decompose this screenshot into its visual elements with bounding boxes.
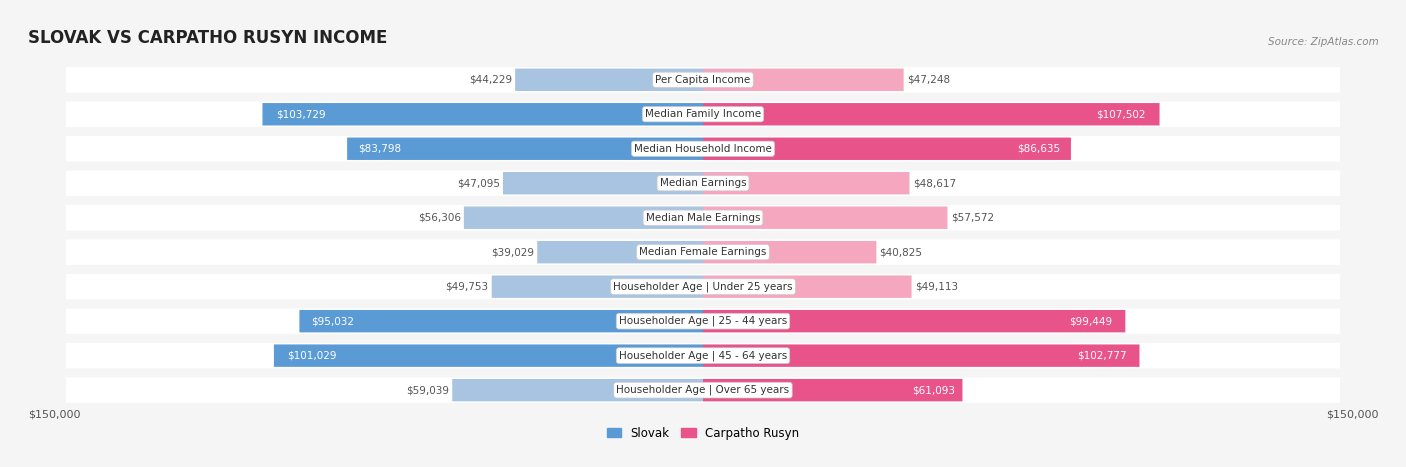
Text: $39,029: $39,029 xyxy=(491,247,534,257)
Text: $95,032: $95,032 xyxy=(312,316,354,326)
Text: Median Male Earnings: Median Male Earnings xyxy=(645,213,761,223)
Text: Median Household Income: Median Household Income xyxy=(634,144,772,154)
Text: $150,000: $150,000 xyxy=(1326,410,1378,420)
FancyBboxPatch shape xyxy=(703,172,910,194)
Text: $102,777: $102,777 xyxy=(1077,351,1126,361)
Text: Median Family Income: Median Family Income xyxy=(645,109,761,119)
Text: $48,617: $48,617 xyxy=(912,178,956,188)
FancyBboxPatch shape xyxy=(492,276,703,298)
FancyBboxPatch shape xyxy=(703,345,1139,367)
FancyBboxPatch shape xyxy=(66,308,1340,334)
Text: $59,039: $59,039 xyxy=(406,385,449,395)
FancyBboxPatch shape xyxy=(66,136,1340,162)
Text: Median Female Earnings: Median Female Earnings xyxy=(640,247,766,257)
FancyBboxPatch shape xyxy=(347,138,703,160)
FancyBboxPatch shape xyxy=(537,241,703,263)
Text: $56,306: $56,306 xyxy=(418,213,461,223)
Text: $49,753: $49,753 xyxy=(446,282,488,292)
Text: Householder Age | Under 25 years: Householder Age | Under 25 years xyxy=(613,282,793,292)
Text: $49,113: $49,113 xyxy=(915,282,957,292)
FancyBboxPatch shape xyxy=(703,69,904,91)
Text: $83,798: $83,798 xyxy=(357,144,401,154)
Text: $150,000: $150,000 xyxy=(28,410,80,420)
FancyBboxPatch shape xyxy=(66,205,1340,231)
Text: $61,093: $61,093 xyxy=(911,385,955,395)
Text: Median Earnings: Median Earnings xyxy=(659,178,747,188)
Text: $44,229: $44,229 xyxy=(468,75,512,85)
FancyBboxPatch shape xyxy=(66,101,1340,127)
FancyBboxPatch shape xyxy=(274,345,703,367)
FancyBboxPatch shape xyxy=(299,310,703,333)
FancyBboxPatch shape xyxy=(453,379,703,401)
Text: Source: ZipAtlas.com: Source: ZipAtlas.com xyxy=(1268,37,1378,47)
Text: Householder Age | 25 - 44 years: Householder Age | 25 - 44 years xyxy=(619,316,787,326)
FancyBboxPatch shape xyxy=(263,103,703,126)
Text: Householder Age | 45 - 64 years: Householder Age | 45 - 64 years xyxy=(619,350,787,361)
FancyBboxPatch shape xyxy=(66,274,1340,299)
Text: SLOVAK VS CARPATHO RUSYN INCOME: SLOVAK VS CARPATHO RUSYN INCOME xyxy=(28,29,387,47)
FancyBboxPatch shape xyxy=(66,67,1340,92)
Text: $99,449: $99,449 xyxy=(1070,316,1112,326)
FancyBboxPatch shape xyxy=(703,206,948,229)
Text: $107,502: $107,502 xyxy=(1097,109,1146,119)
Text: Per Capita Income: Per Capita Income xyxy=(655,75,751,85)
FancyBboxPatch shape xyxy=(66,343,1340,368)
FancyBboxPatch shape xyxy=(703,241,876,263)
FancyBboxPatch shape xyxy=(66,240,1340,265)
FancyBboxPatch shape xyxy=(66,377,1340,403)
Text: $86,635: $86,635 xyxy=(1017,144,1060,154)
FancyBboxPatch shape xyxy=(66,170,1340,196)
Text: $57,572: $57,572 xyxy=(950,213,994,223)
FancyBboxPatch shape xyxy=(703,138,1071,160)
Text: $103,729: $103,729 xyxy=(276,109,325,119)
Text: $40,825: $40,825 xyxy=(880,247,922,257)
Legend: Slovak, Carpatho Rusyn: Slovak, Carpatho Rusyn xyxy=(602,422,804,444)
Text: $101,029: $101,029 xyxy=(287,351,336,361)
Text: $47,248: $47,248 xyxy=(907,75,950,85)
Text: Householder Age | Over 65 years: Householder Age | Over 65 years xyxy=(616,385,790,396)
FancyBboxPatch shape xyxy=(503,172,703,194)
FancyBboxPatch shape xyxy=(515,69,703,91)
FancyBboxPatch shape xyxy=(703,103,1160,126)
FancyBboxPatch shape xyxy=(464,206,703,229)
FancyBboxPatch shape xyxy=(703,310,1125,333)
FancyBboxPatch shape xyxy=(703,379,963,401)
Text: $47,095: $47,095 xyxy=(457,178,499,188)
FancyBboxPatch shape xyxy=(703,276,911,298)
